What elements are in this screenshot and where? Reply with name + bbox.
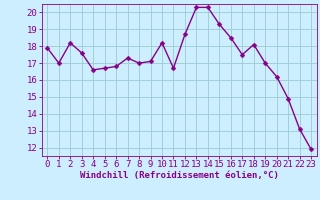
X-axis label: Windchill (Refroidissement éolien,°C): Windchill (Refroidissement éolien,°C) <box>80 171 279 180</box>
